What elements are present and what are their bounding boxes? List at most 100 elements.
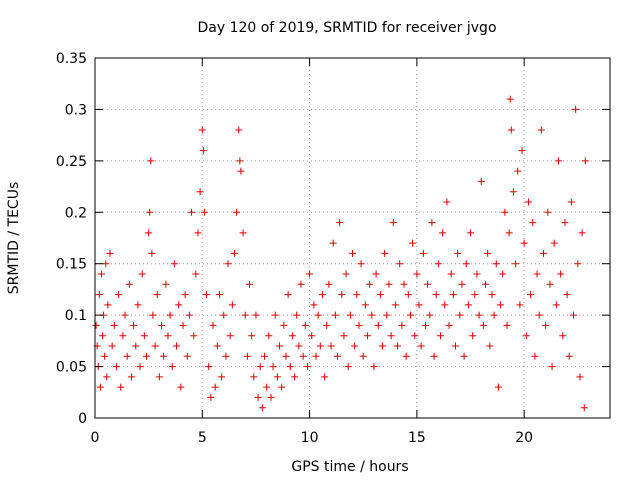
data-point: [288, 332, 296, 340]
data-point: [417, 342, 425, 350]
data-point: [241, 311, 249, 319]
data-point: [108, 342, 116, 350]
y-tick-label: 0.1: [65, 308, 87, 324]
data-point: [237, 167, 245, 175]
chart-title: Day 120 of 2019, SRMTID for receiver jvg…: [197, 20, 496, 36]
data-point: [102, 260, 110, 268]
data-point: [181, 291, 189, 299]
y-tick-label: 0: [78, 411, 87, 427]
data-point: [110, 321, 118, 329]
data-point: [486, 342, 494, 350]
data-point: [396, 260, 404, 268]
data-point: [441, 301, 449, 309]
data-point: [254, 393, 262, 401]
data-point: [106, 249, 114, 257]
data-point: [121, 311, 129, 319]
data-point: [303, 363, 311, 371]
data-point: [398, 321, 406, 329]
data-point: [291, 373, 299, 381]
data-point: [173, 342, 181, 350]
data-point: [213, 342, 221, 350]
data-point: [207, 393, 215, 401]
data-point: [432, 291, 440, 299]
data-points: [92, 95, 589, 412]
data-point: [310, 301, 318, 309]
data-point: [115, 291, 123, 299]
data-point: [520, 239, 528, 247]
x-tick-label: 10: [301, 430, 319, 446]
data-point: [570, 311, 578, 319]
data-point: [258, 404, 266, 412]
data-point: [355, 321, 363, 329]
data-point: [467, 229, 475, 237]
data-point: [96, 383, 104, 391]
data-point: [269, 363, 277, 371]
data-point: [248, 332, 256, 340]
data-point: [409, 239, 417, 247]
data-point: [148, 249, 156, 257]
data-point: [428, 219, 436, 227]
data-point: [136, 363, 144, 371]
data-point: [92, 321, 100, 329]
data-point: [280, 321, 288, 329]
data-point: [183, 352, 191, 360]
data-point: [357, 260, 365, 268]
data-point: [578, 229, 586, 237]
data-point: [514, 167, 522, 175]
data-point: [282, 352, 290, 360]
data-point: [123, 352, 131, 360]
data-point: [557, 270, 565, 278]
data-point: [402, 352, 410, 360]
data-point: [574, 260, 582, 268]
data-point: [306, 270, 314, 278]
data-point: [351, 342, 359, 350]
data-point: [233, 208, 241, 216]
data-point: [522, 332, 530, 340]
data-point: [145, 229, 153, 237]
data-point: [565, 352, 573, 360]
data-point: [539, 249, 547, 257]
data-point: [452, 342, 459, 350]
data-point: [338, 291, 346, 299]
data-point: [344, 363, 352, 371]
data-point: [477, 177, 485, 185]
y-axis-label: SRMTID / TECUs: [6, 182, 22, 295]
data-point: [537, 126, 545, 134]
data-point: [404, 291, 412, 299]
data-point: [385, 280, 393, 288]
data-point: [460, 352, 468, 360]
data-point: [273, 373, 281, 381]
data-point: [576, 373, 584, 381]
data-point: [325, 280, 333, 288]
data-point: [353, 291, 361, 299]
data-point: [456, 311, 464, 319]
data-point: [160, 352, 168, 360]
data-point: [224, 260, 232, 268]
data-point: [256, 363, 264, 371]
data-point: [321, 373, 329, 381]
data-point: [134, 301, 142, 309]
data-point: [185, 311, 193, 319]
data-point: [492, 260, 500, 268]
data-point: [318, 291, 326, 299]
data-point: [284, 291, 292, 299]
data-point: [342, 270, 350, 278]
data-point: [316, 342, 324, 350]
data-point: [471, 291, 479, 299]
data-point: [370, 363, 378, 371]
data-point: [218, 373, 226, 381]
data-point: [439, 229, 447, 237]
data-point: [286, 363, 294, 371]
data-point: [512, 260, 520, 268]
data-point: [299, 352, 307, 360]
data-point: [490, 311, 498, 319]
data-point: [295, 342, 303, 350]
data-point: [572, 105, 580, 113]
data-point: [445, 321, 453, 329]
data-point: [162, 280, 170, 288]
data-point: [130, 321, 138, 329]
data-point: [203, 291, 211, 299]
data-point: [196, 188, 204, 196]
data-point: [230, 249, 238, 257]
data-point: [411, 332, 419, 340]
